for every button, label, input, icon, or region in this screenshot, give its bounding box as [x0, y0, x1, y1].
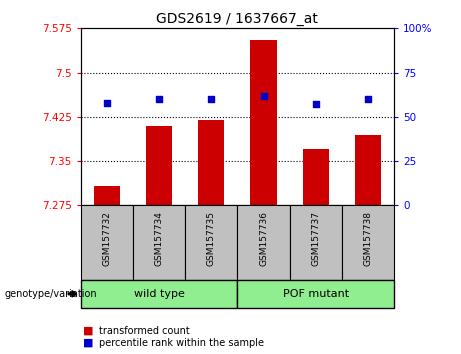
Bar	[198, 120, 225, 205]
Text: genotype/variation: genotype/variation	[5, 289, 97, 299]
Title: GDS2619 / 1637667_at: GDS2619 / 1637667_at	[156, 12, 319, 26]
Text: ■: ■	[83, 338, 94, 348]
Point	[364, 96, 372, 102]
Text: POF mutant: POF mutant	[283, 289, 349, 299]
Text: GSM157738: GSM157738	[364, 211, 372, 266]
Bar	[185, 205, 237, 280]
Bar	[81, 280, 237, 308]
Point	[103, 100, 111, 105]
Bar	[94, 186, 120, 205]
Text: transformed count: transformed count	[99, 326, 190, 336]
Bar	[237, 280, 394, 308]
Text: GSM157732: GSM157732	[102, 211, 111, 266]
Point	[312, 102, 319, 107]
Text: GSM157735: GSM157735	[207, 211, 216, 266]
Bar	[342, 205, 394, 280]
Text: ■: ■	[83, 326, 94, 336]
Text: GSM157736: GSM157736	[259, 211, 268, 266]
Text: wild type: wild type	[134, 289, 184, 299]
Bar	[303, 149, 329, 205]
Point	[207, 96, 215, 102]
Bar	[81, 205, 133, 280]
Text: percentile rank within the sample: percentile rank within the sample	[99, 338, 264, 348]
Text: GSM157737: GSM157737	[311, 211, 320, 266]
Bar	[290, 205, 342, 280]
Bar	[237, 205, 290, 280]
Point	[260, 93, 267, 98]
Point	[155, 96, 163, 102]
Bar	[250, 40, 277, 205]
Bar	[355, 135, 381, 205]
Bar	[146, 126, 172, 205]
Bar	[133, 205, 185, 280]
Text: GSM157734: GSM157734	[154, 211, 164, 266]
